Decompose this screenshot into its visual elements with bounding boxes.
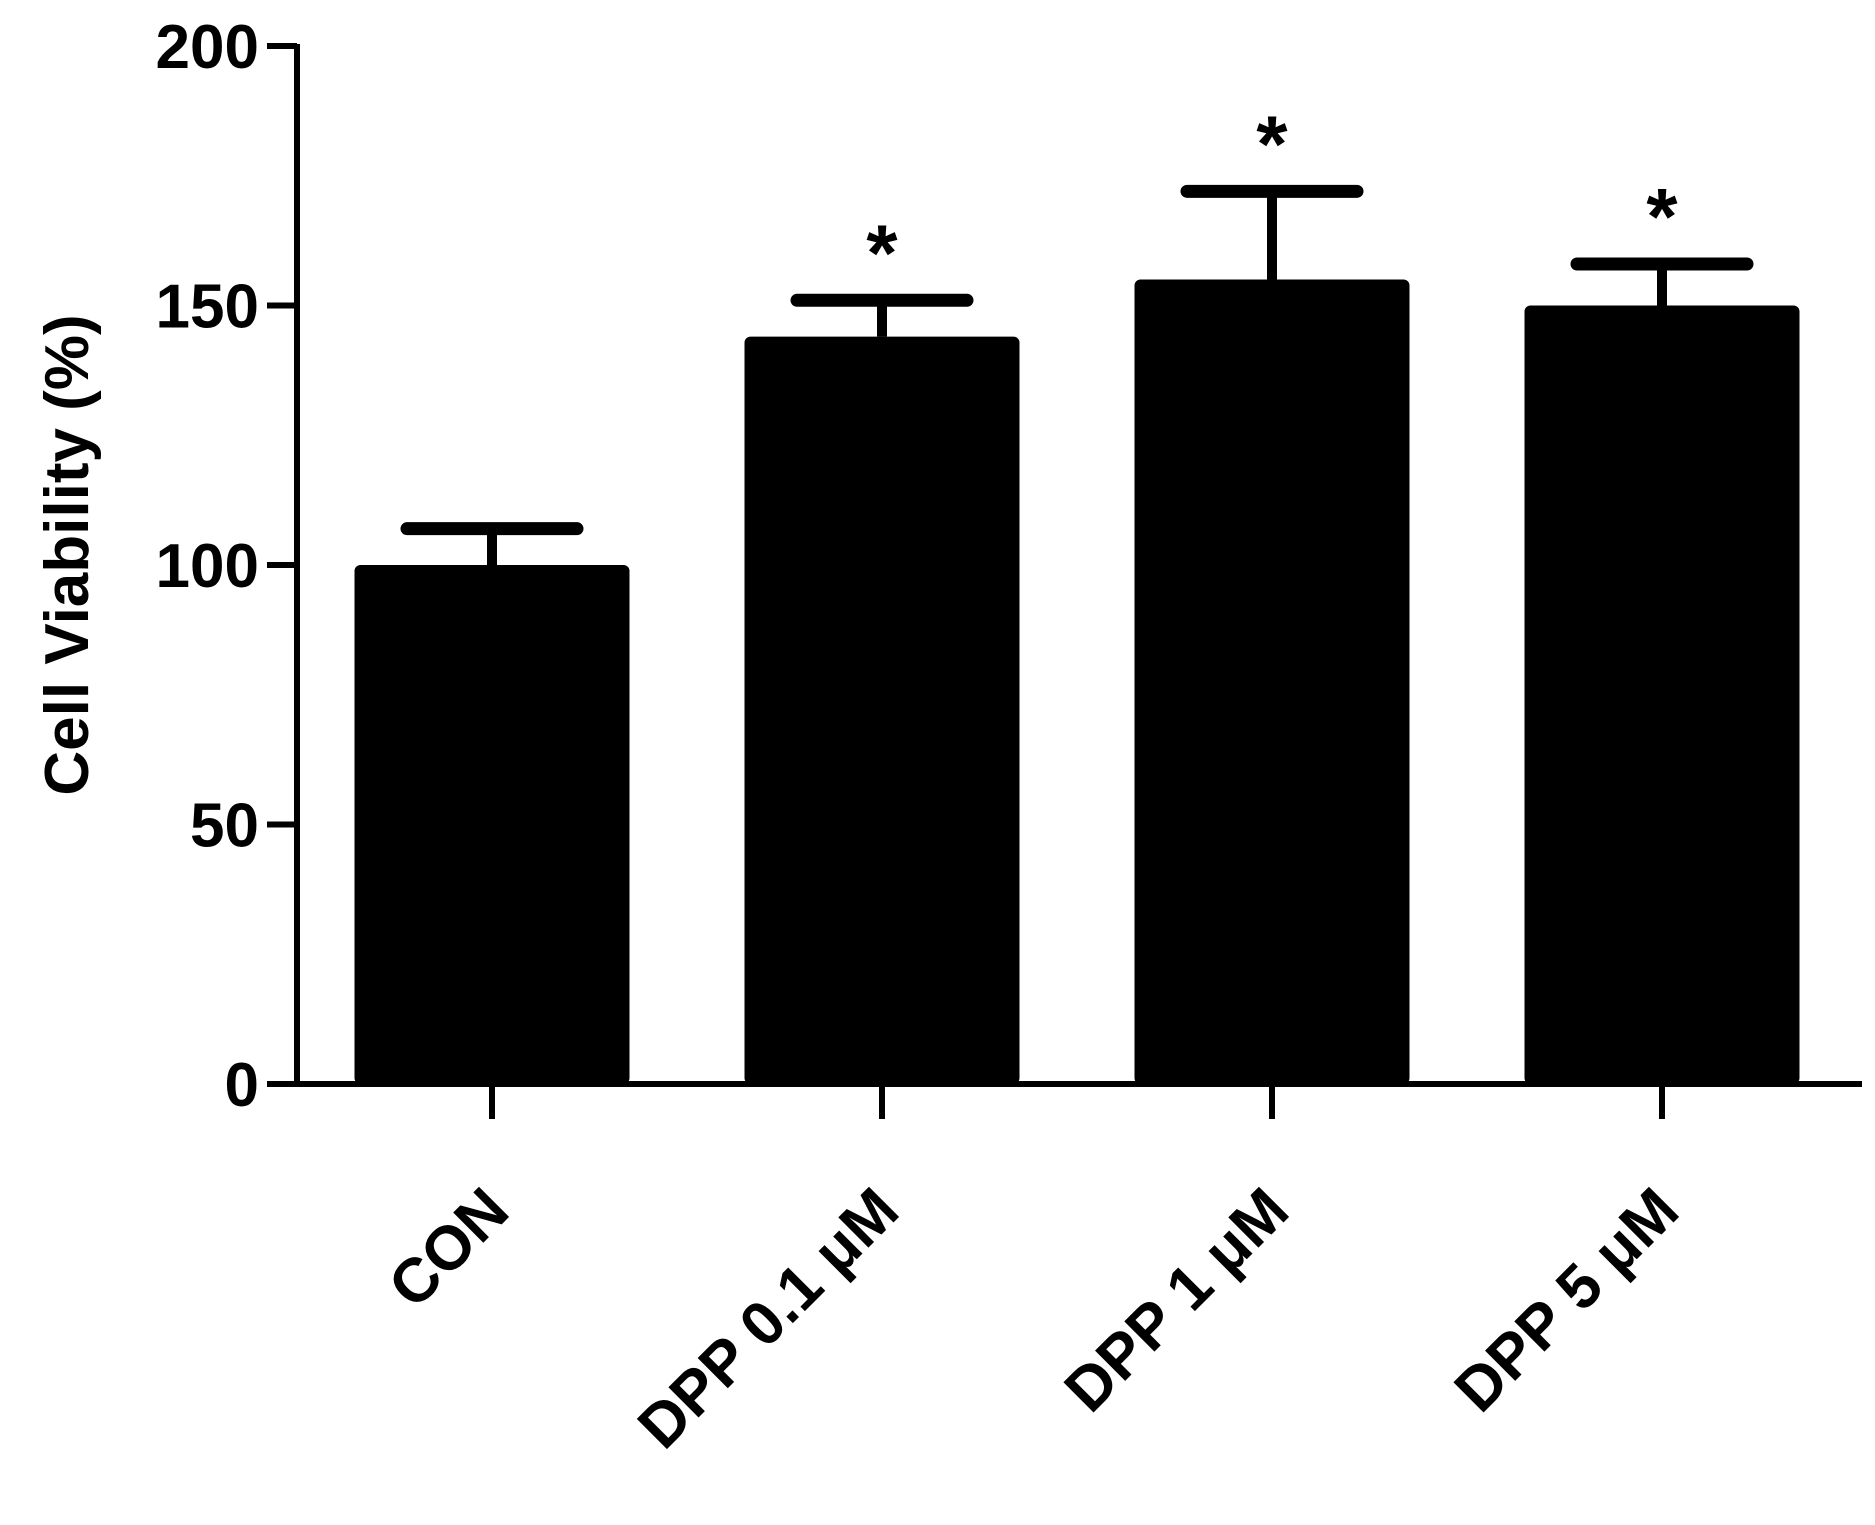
x-tick-label: DPP 0.1 μM xyxy=(625,1175,912,1462)
x-tick-label: DPP 5 μM xyxy=(1442,1175,1692,1425)
significance-marker: * xyxy=(1256,99,1288,188)
y-tick-label: 200 xyxy=(156,13,259,82)
bar xyxy=(1134,279,1410,1084)
bar xyxy=(744,336,1020,1084)
y-tick-label: 150 xyxy=(156,273,259,342)
x-tick-label: CON xyxy=(376,1175,522,1321)
x-tick-label: DPP 1 μM xyxy=(1052,1175,1302,1425)
y-tick-label: 100 xyxy=(156,532,259,601)
significance-marker: * xyxy=(866,208,898,297)
y-axis-label: Cell Viability (%) xyxy=(33,314,102,795)
significance-marker: * xyxy=(1646,172,1678,261)
bar xyxy=(354,565,630,1084)
bar xyxy=(1524,305,1800,1084)
y-tick-label: 50 xyxy=(190,792,259,861)
plot-area: 0 50 100 150 200 CON * DPP 0.1 μM * DPP 1 μM * DPP … xyxy=(156,13,1862,1462)
y-tick-label: 0 xyxy=(225,1051,259,1120)
